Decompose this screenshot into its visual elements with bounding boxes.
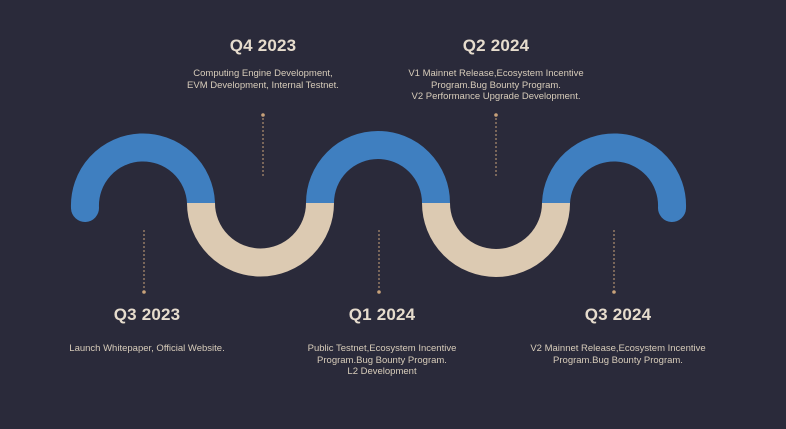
milestone-q2-2024: Q2 2024 V1 Mainnet Release,Ecosystem Inc… [386,36,606,103]
milestone-q1-2024: Q1 2024 Public Testnet,Ecosystem Incenti… [272,305,492,378]
milestone-q4-2023: Q4 2023 Computing Engine Development, EV… [163,36,363,91]
connector-q3-2024 [612,230,616,294]
arch-q1-2024 [306,131,450,204]
milestone-title: Q1 2024 [348,305,416,324]
arch-q4-2023 [187,202,334,277]
milestone-description: Public Testnet,Ecosystem Incentive Progr… [307,343,457,377]
milestone-description: V1 Mainnet Release,Ecosystem Incentive P… [408,68,584,102]
connector-q2-2024 [494,113,498,177]
arch-q2-2024 [422,202,570,277]
milestone-title: Q3 2023 [113,305,181,324]
milestone-q3-2024: Q3 2024 V2 Mainnet Release,Ecosystem Inc… [508,305,728,366]
milestone-title: Q2 2024 [462,36,530,55]
milestone-title: Q4 2023 [229,36,297,55]
connector-q3-2023 [142,230,146,294]
connector-q1-2024 [377,230,381,294]
milestone-description: V2 Mainnet Release,Ecosystem Incentive P… [530,343,706,366]
milestone-description: Launch Whitepaper, Official Website. [69,343,225,354]
connector-q4-2023 [261,113,265,177]
arch-q3-2023 [70,133,215,222]
arch-q3-2024 [542,133,687,222]
milestone-q3-2023: Q3 2023 Launch Whitepaper, Official Webs… [47,305,247,355]
milestone-title: Q3 2024 [584,305,652,324]
milestone-description: Computing Engine Development, EVM Develo… [187,68,339,91]
